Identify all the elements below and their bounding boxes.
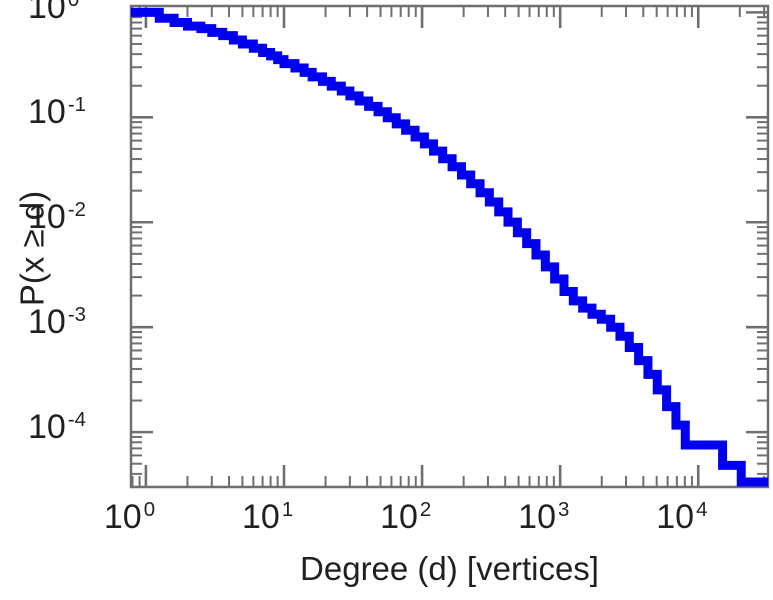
y-tick-label-2: 10-2 bbox=[28, 198, 86, 237]
x-tick-label-1: 101 bbox=[241, 498, 294, 536]
y-tick-label-1: 10-1 bbox=[28, 93, 86, 132]
y-tick-label-3: 10-3 bbox=[28, 303, 86, 342]
x-tick-label-4: 104 bbox=[656, 498, 708, 536]
axis-ticks bbox=[131, 6, 768, 488]
y-axis-label-wrapper: P(x ≥ d) bbox=[13, 119, 51, 379]
x-axis-label-wrapper: Degree (d) [vertices] bbox=[131, 552, 768, 585]
y-axis-label: P(x ≥ d) bbox=[13, 190, 51, 307]
x-tick-label-2: 102 bbox=[380, 498, 432, 536]
x-axis-label: Degree (d) [vertices] bbox=[300, 550, 599, 587]
series-degree-ccdf bbox=[131, 7, 768, 487]
x-tick-label-0: 100 bbox=[103, 498, 156, 536]
x-tick-label-3: 103 bbox=[518, 498, 570, 536]
y-tick-label-4: 10-4 bbox=[28, 408, 86, 447]
y-tick-label-0: 100 bbox=[28, 0, 80, 27]
